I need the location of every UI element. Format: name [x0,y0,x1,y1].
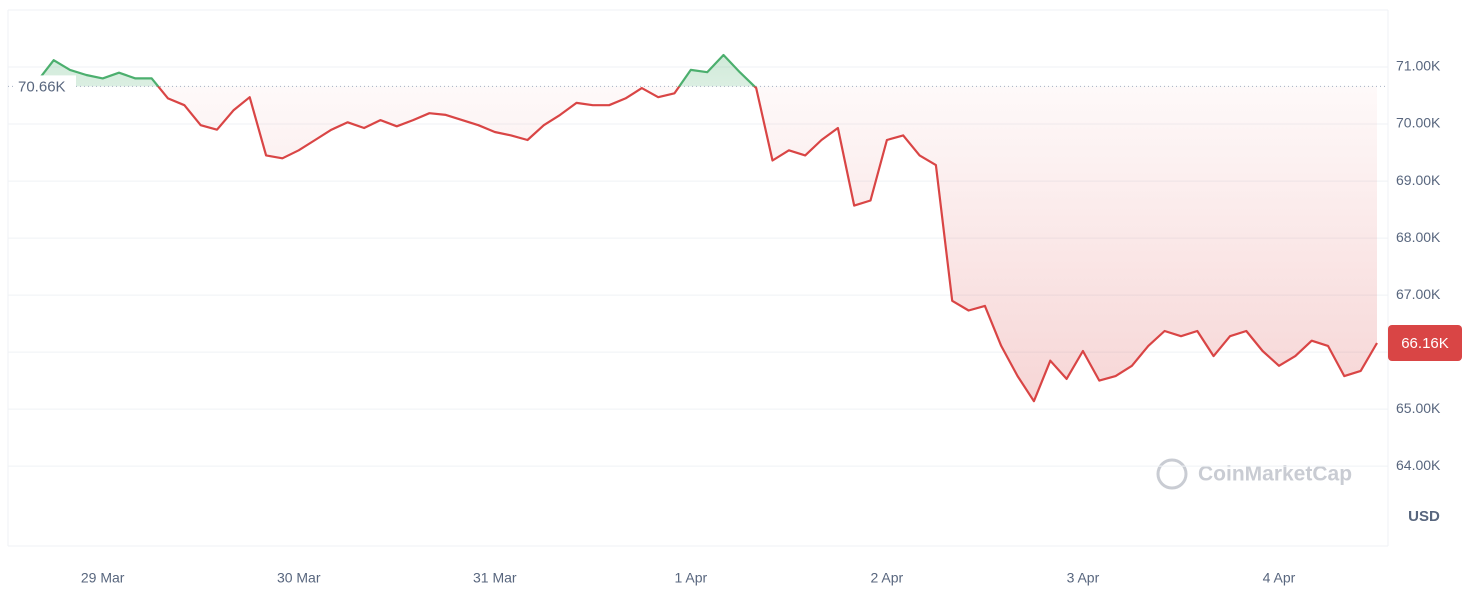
y-tick-label: 71.00K [1396,58,1441,74]
y-axis-unit: USD [1408,508,1440,525]
x-tick-label: 4 Apr [1263,570,1296,586]
y-tick-label: 70.00K [1396,115,1441,131]
y-tick-label: 64.00K [1396,457,1441,473]
y-tick-label: 68.00K [1396,229,1441,245]
reference-label: 70.66K [18,78,66,95]
x-tick-label: 30 Mar [277,570,321,586]
x-tick-label: 3 Apr [1067,570,1100,586]
y-tick-label: 69.00K [1396,172,1441,188]
current-price-badge [1388,325,1462,362]
watermark-logo [1156,458,1188,490]
y-tick-label: 65.00K [1396,400,1441,416]
price-line [20,53,1378,403]
y-tick-label: 67.00K [1396,286,1441,302]
x-tick-label: 31 Mar [473,570,517,586]
x-tick-label: 1 Apr [674,570,707,586]
x-tick-label: 2 Apr [871,570,904,586]
price-area [21,55,1377,402]
current-price-label: 66.16K [1401,335,1449,352]
watermark: CoinMarketCap [1156,458,1352,490]
watermark-text: CoinMarketCap [1198,463,1352,486]
reference-label-bg [14,75,76,98]
x-tick-label: 29 Mar [81,570,125,586]
